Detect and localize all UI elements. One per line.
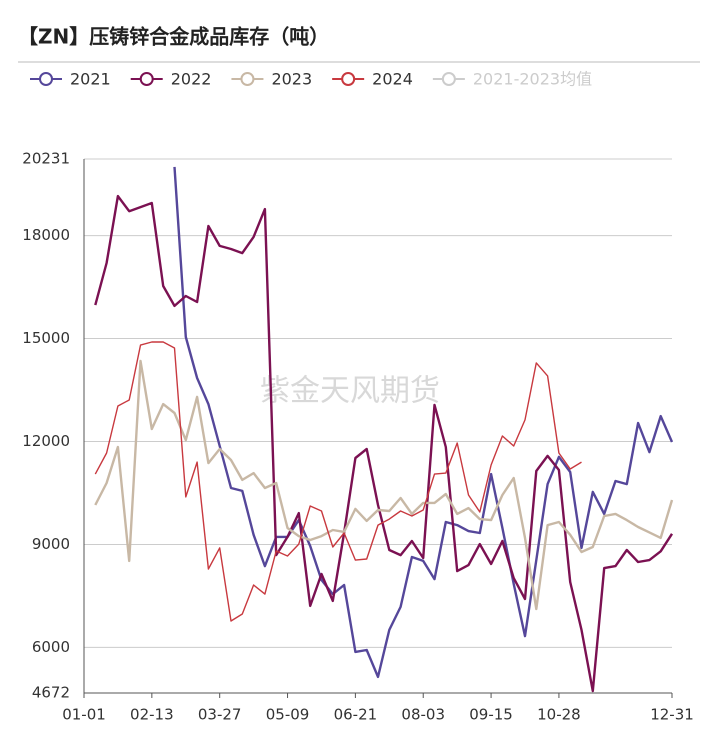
x-tick-label: 01-01 xyxy=(62,706,106,724)
series-line xyxy=(94,341,582,622)
legend-label[interactable]: 2021-2023均值 xyxy=(473,70,592,89)
legend-marker[interactable] xyxy=(139,72,154,86)
y-tick-label: 9000 xyxy=(32,535,70,553)
y-tick-label: 18000 xyxy=(22,226,70,244)
y-tick-label: 20231 xyxy=(22,150,70,168)
x-tick-label: 12-31 xyxy=(650,706,694,724)
x-tick-label: 02-13 xyxy=(130,706,174,724)
y-tick-label: 15000 xyxy=(22,329,70,347)
legend-label[interactable]: 2022 xyxy=(171,70,212,89)
watermark: 紫金天风期货 xyxy=(260,374,440,409)
legend-marker[interactable] xyxy=(39,72,53,86)
chart-title: 【ZN】压铸锌合金成品库存（吨） xyxy=(18,25,329,49)
legend-marker[interactable] xyxy=(441,72,456,86)
series-line xyxy=(173,166,674,679)
x-tick-label: 06-21 xyxy=(334,706,378,724)
legend-label[interactable]: 2024 xyxy=(372,70,413,89)
x-tick-label: 05-09 xyxy=(266,706,310,724)
y-tick-label: 4672 xyxy=(32,684,70,702)
legend-label[interactable]: 2023 xyxy=(271,70,312,89)
x-tick-label: 03-27 xyxy=(198,706,242,724)
x-tick-label: 08-03 xyxy=(401,706,445,724)
legend-label[interactable]: 2021 xyxy=(70,70,111,89)
series-line xyxy=(94,359,674,611)
y-tick-label: 6000 xyxy=(32,638,70,656)
series-line xyxy=(94,194,674,693)
y-tick-label: 12000 xyxy=(22,432,70,450)
x-tick-label: 10-28 xyxy=(537,706,581,724)
x-tick-label: 09-15 xyxy=(469,706,513,724)
legend-marker[interactable] xyxy=(341,72,356,86)
legend-marker[interactable] xyxy=(240,72,255,86)
